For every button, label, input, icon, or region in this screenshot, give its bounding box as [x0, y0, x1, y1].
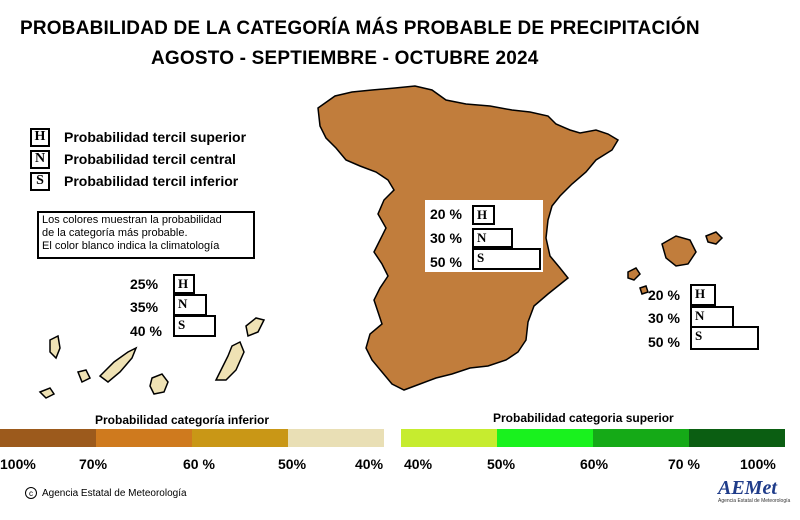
- note-line-3: El color blanco indica la climatología: [42, 240, 220, 252]
- canarias-pct-central: 35%: [130, 299, 159, 315]
- legend-code-h: H: [30, 127, 50, 147]
- fuerteventura-shape: [214, 340, 245, 381]
- scale-label-sup-60: 60%: [580, 456, 609, 472]
- map-subtitle: AGOSTO - SEPTIEMBRE - OCTUBRE 2024: [151, 48, 539, 69]
- legend-label-central: Probabilidad tercil central: [64, 151, 236, 167]
- scale-label-sup-50: 50%: [487, 456, 516, 472]
- scale-inferior-segment-4: [288, 429, 384, 447]
- agency-name: Agencia Estatal de Meteorología: [42, 487, 187, 499]
- legend-item-central: N Probabilidad tercil central: [30, 148, 236, 170]
- aemet-logo-text: AEMet: [718, 477, 777, 499]
- mallorca-shape: [661, 235, 697, 267]
- legend-item-upper: H Probabilidad tercil superior: [30, 126, 246, 148]
- scale-label-inf-50: 50%: [278, 456, 307, 472]
- legend-code-n: N: [30, 149, 50, 169]
- scale-inferior-segment-3: [192, 429, 288, 447]
- peninsula-bar-upper: H: [472, 205, 495, 225]
- legend-item-lower: S Probabilidad tercil inferior: [30, 170, 238, 192]
- tenerife-shape: [98, 346, 138, 383]
- baleares-bar-lower: S: [690, 326, 759, 350]
- baleares-pct-upper: 20 %: [648, 287, 680, 303]
- copyright-icon: c: [25, 487, 37, 499]
- peninsula-pct-lower: 50 %: [430, 254, 462, 270]
- canarias-bar-lower: S: [173, 315, 216, 337]
- scale-bar-superior: [401, 429, 787, 447]
- aemet-logo: AEMet Agencia Estatal de Meteorología: [718, 478, 790, 508]
- legend-label-lower: Probabilidad tercil inferior: [64, 173, 239, 189]
- peninsula-pct-central: 30 %: [430, 230, 462, 246]
- peninsula-bar-central: N: [472, 228, 513, 248]
- note-line-1: Los colores muestran la probabilidad: [42, 214, 222, 226]
- baleares-bar-upper: H: [690, 284, 716, 306]
- scale-superior-segment-2: [497, 429, 593, 447]
- scale-superior-segment-3: [593, 429, 689, 447]
- scale-label-sup-40: 40%: [404, 456, 433, 472]
- scale-superior-segment-4: [689, 429, 785, 447]
- aemet-logo-subtext: Agencia Estatal de Meteorología: [718, 498, 791, 504]
- la-palma-shape: [49, 334, 61, 360]
- scale-inferior-segment-1: [0, 429, 96, 447]
- legend-code-s: S: [30, 171, 50, 191]
- peninsula-pct-upper: 20 %: [430, 206, 462, 222]
- legend-label-upper: Probabilidad tercil superior: [64, 129, 247, 145]
- scale-bar-inferior: [0, 429, 480, 447]
- canarias-pct-lower: 40 %: [130, 323, 162, 339]
- canarias-bar-upper: H: [173, 274, 195, 294]
- canarias-bar-central: N: [173, 294, 207, 316]
- baleares-bar-central: N: [690, 306, 734, 328]
- hierro-shape: [38, 387, 56, 399]
- scale-title-superior: Probabilidad categoria superior: [493, 411, 674, 425]
- gomera-shape: [76, 369, 92, 384]
- peninsula-bar-lower: S: [472, 248, 541, 270]
- color-note: Los colores muestran la probabilidad de …: [37, 211, 255, 259]
- scale-title-inferior: Probabilidad categoría inferior: [95, 413, 270, 427]
- scale-label-inf-70: 70%: [79, 456, 108, 472]
- scale-inferior-segment-2: [96, 429, 192, 447]
- gran-canaria-shape: [149, 373, 169, 395]
- lanzarote-shape: [245, 317, 266, 338]
- footer-credit: c Agencia Estatal de Meteorología: [25, 487, 187, 499]
- scale-label-inf-40: 40%: [355, 456, 384, 472]
- baleares-pct-lower: 50 %: [648, 334, 680, 350]
- scale-label-inf-100: 100%: [0, 456, 36, 472]
- canarias-pct-upper: 25%: [130, 276, 159, 292]
- map-title: PROBABILIDAD DE LA CATEGORÍA MÁS PROBABL…: [20, 18, 700, 39]
- scale-label-sup-100: 100%: [740, 456, 776, 472]
- ibiza-shape: [627, 267, 641, 281]
- scale-label-sup-70: 70 %: [668, 456, 700, 472]
- scale-superior-segment-1: [401, 429, 497, 447]
- baleares-pct-central: 30 %: [648, 310, 680, 326]
- scale-label-inf-60: 60 %: [183, 456, 215, 472]
- menorca-shape: [705, 231, 724, 245]
- canarias-shapes: [38, 317, 266, 399]
- note-line-2: de la categoría más probable.: [42, 227, 188, 239]
- formentera-shape: [639, 285, 649, 295]
